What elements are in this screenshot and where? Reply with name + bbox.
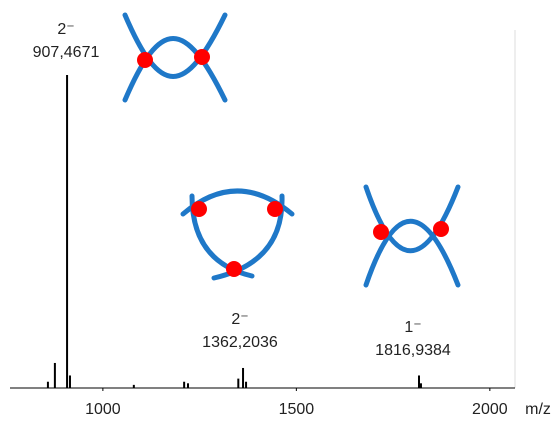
strand [363,219,461,288]
knot-icon [122,12,228,103]
strand [122,12,228,79]
mass-label: 907,4671 [33,44,100,61]
x-tick-label: 1500 [279,401,315,418]
node [137,52,153,68]
mass-label: 1816,9384 [375,342,451,359]
mass-label: 1362,2036 [202,334,278,351]
charge-label: 1⁻ [404,319,421,336]
annotations: 2⁻ 907,4671 2⁻ 1362,2036 1⁻ 1816,9384 [33,21,451,359]
x-axis-label: m/z [525,401,551,418]
node [191,201,207,217]
strand [363,184,461,253]
strand [122,36,228,103]
knot-icon [180,188,295,281]
node [226,261,242,277]
node [433,221,449,237]
charge-label: 2⁻ [57,21,74,38]
knot-icon [363,184,461,288]
charge-label: 2⁻ [231,311,248,328]
node [373,224,389,240]
x-tick-label: 2000 [472,401,508,418]
node [267,201,283,217]
x-tick-label: 1000 [85,401,121,418]
node [194,49,210,65]
